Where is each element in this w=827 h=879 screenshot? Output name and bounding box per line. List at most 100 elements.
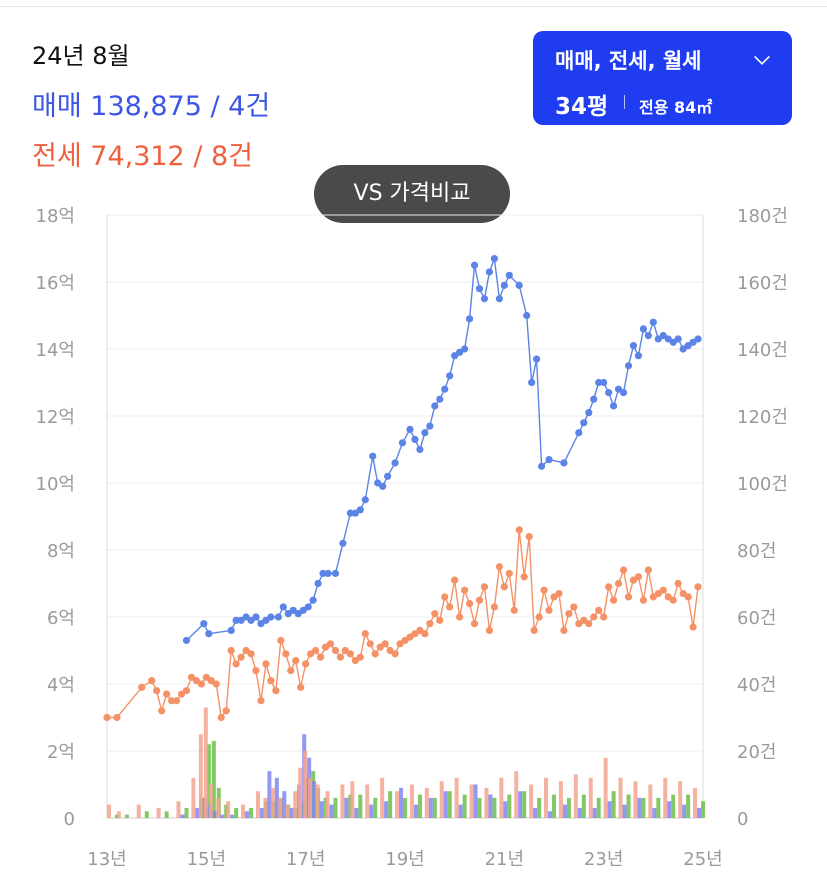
volume-bar-other	[477, 797, 482, 818]
volume-bar-jeonse	[293, 791, 298, 818]
data-point-sale	[398, 439, 407, 447]
vs-price-compare-button[interactable]: VS 가격비교	[314, 165, 510, 223]
data-point-jeonse	[480, 583, 489, 591]
volume-bar-sale	[592, 807, 597, 818]
volume-bar-jeonse	[454, 777, 459, 818]
data-point-jeonse	[490, 603, 498, 611]
volume-bar-other	[164, 811, 169, 818]
data-point-sale	[629, 342, 638, 350]
data-point-sale	[182, 636, 191, 645]
volume-bar-jeonse	[198, 734, 203, 818]
data-point-jeonse	[252, 667, 260, 675]
data-point-sale	[485, 268, 494, 276]
data-point-jeonse	[590, 613, 598, 621]
data-point-jeonse	[267, 677, 275, 685]
x-tick-label: 25년	[683, 849, 722, 870]
data-point-jeonse	[456, 613, 464, 621]
volume-bar-jeonse	[255, 791, 260, 818]
data-point-sale	[470, 261, 479, 269]
data-point-jeonse	[619, 566, 628, 574]
data-point-jeonse	[694, 583, 702, 591]
data-point-sale	[674, 335, 682, 343]
data-point-jeonse	[391, 650, 399, 658]
data-point-sale	[324, 569, 332, 578]
volume-bar-sale	[667, 801, 672, 818]
volume-bar-other	[552, 794, 557, 818]
data-point-sale	[590, 395, 598, 403]
data-point-jeonse	[287, 667, 295, 675]
data-point-sale	[274, 613, 282, 621]
data-point-jeonse	[535, 613, 543, 621]
data-point-jeonse	[624, 593, 633, 601]
data-point-jeonse	[614, 579, 623, 588]
data-point-sale	[436, 395, 444, 403]
data-point-sale	[610, 402, 618, 410]
data-point-jeonse	[540, 586, 548, 594]
volume-bar-jeonse	[618, 777, 623, 818]
volume-bar-other	[581, 794, 586, 818]
y-tick-label: 2억	[47, 742, 75, 763]
data-point-jeonse	[639, 596, 648, 604]
volume-bar-other	[507, 794, 512, 818]
data-point-jeonse	[138, 683, 146, 691]
chart-grid	[106, 214, 704, 819]
data-point-sale	[500, 281, 508, 289]
data-point-jeonse	[158, 707, 166, 715]
data-point-jeonse	[595, 606, 603, 614]
data-point-jeonse	[689, 623, 697, 631]
data-point-jeonse	[163, 690, 171, 698]
data-point-jeonse	[436, 616, 444, 624]
data-point-jeonse	[292, 656, 300, 665]
data-point-sale	[475, 285, 484, 293]
volume-bar-sale	[399, 787, 404, 818]
volume-bar-sale	[518, 791, 523, 818]
y-right-tick-label: 100건	[737, 474, 788, 495]
x-tick-label: 19년	[385, 849, 424, 870]
volume-bar-other	[611, 791, 616, 818]
volume-bar-sale	[195, 807, 200, 818]
deal-type-filter-button[interactable]: 매매, 전세, 월세 34평 전용 84㎡	[533, 31, 792, 125]
volume-bar-jeonse	[216, 797, 221, 818]
data-point-jeonse	[605, 583, 613, 591]
data-point-sale	[595, 378, 603, 387]
y-right-tick-label: 40건	[737, 675, 776, 696]
volume-bar-sale	[180, 814, 185, 818]
data-point-sale	[639, 325, 648, 333]
volume-bar-jeonse	[340, 784, 345, 818]
y-tick-label: 18억	[36, 206, 75, 227]
volume-bar-sale	[289, 807, 294, 818]
data-point-sale	[490, 254, 498, 263]
volume-bar-jeonse	[573, 774, 578, 818]
data-point-jeonse	[426, 620, 434, 628]
data-point-jeonse	[515, 526, 523, 534]
volume-bar-sale	[274, 777, 279, 818]
data-point-sale	[416, 445, 424, 454]
volume-bar-other	[206, 744, 211, 818]
volume-bar-jeonse	[499, 777, 504, 818]
data-point-jeonse	[555, 589, 563, 598]
volume-bar-jeonse	[558, 781, 563, 818]
data-point-jeonse	[356, 653, 364, 661]
y-tick-label: 8억	[47, 541, 75, 562]
volume-bar-sale	[259, 807, 264, 818]
data-point-jeonse	[570, 603, 578, 611]
data-point-jeonse	[371, 650, 379, 658]
volume-bar-sale	[577, 807, 582, 818]
volume-bar-sale	[354, 807, 359, 818]
data-point-sale	[560, 459, 568, 467]
data-point-jeonse	[545, 606, 553, 614]
y-tick-label: 12억	[36, 407, 75, 428]
data-point-sale	[431, 402, 439, 410]
volume-bar-other	[124, 814, 129, 818]
data-point-jeonse	[659, 586, 667, 594]
volume-bar-other	[522, 791, 527, 818]
data-point-jeonse	[530, 626, 538, 635]
data-point-jeonse	[510, 606, 518, 614]
volume-bar-sale	[212, 811, 217, 818]
data-point-jeonse	[669, 596, 677, 604]
volume-bar-other	[234, 807, 239, 818]
data-point-sale	[580, 419, 588, 427]
volume-bar-other	[671, 794, 676, 818]
data-point-sale	[356, 506, 364, 514]
data-point-sale	[421, 429, 429, 437]
